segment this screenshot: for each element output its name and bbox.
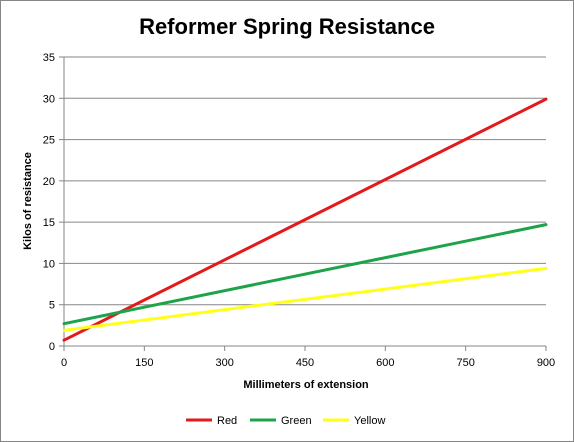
x-tick-label-0: 0 [61, 357, 67, 369]
y-tick-label-35: 35 [43, 52, 55, 64]
legend-label-yellow: Yellow [354, 415, 385, 427]
grid-lines [64, 56, 546, 306]
series-line-yellow [62, 266, 548, 332]
series-line-red [62, 97, 548, 342]
y-tick-label-0: 0 [49, 341, 55, 353]
series-line-green [62, 223, 548, 326]
x-axis-ticks: 0 150 300 450 600 750 900 [61, 346, 555, 369]
y-tick-label-5: 5 [49, 300, 55, 312]
legend: Red Green Yellow [186, 415, 385, 427]
y-tick-label-25: 25 [43, 135, 55, 147]
x-tick-label-750: 750 [456, 357, 474, 369]
legend-label-green: Green [281, 415, 312, 427]
y-tick-label-30: 30 [43, 93, 55, 105]
x-tick-label-450: 450 [296, 357, 314, 369]
chart-title: Reformer Spring Resistance [139, 14, 435, 39]
legend-label-red: Red [217, 415, 237, 427]
y-axis-label: Kilos of resistance [22, 152, 34, 250]
x-axis-label: Millimeters of extension [243, 379, 369, 391]
series-lines [62, 97, 548, 342]
x-tick-label-300: 300 [215, 357, 233, 369]
y-tick-label-20: 20 [43, 176, 55, 188]
x-tick-label-900: 900 [537, 357, 555, 369]
y-tick-label-10: 10 [43, 258, 55, 270]
x-tick-label-600: 600 [376, 357, 394, 369]
y-tick-label-15: 15 [43, 217, 55, 229]
x-tick-label-150: 150 [135, 357, 153, 369]
y-axis-ticks: 0 5 10 15 20 25 30 35 [43, 52, 64, 353]
